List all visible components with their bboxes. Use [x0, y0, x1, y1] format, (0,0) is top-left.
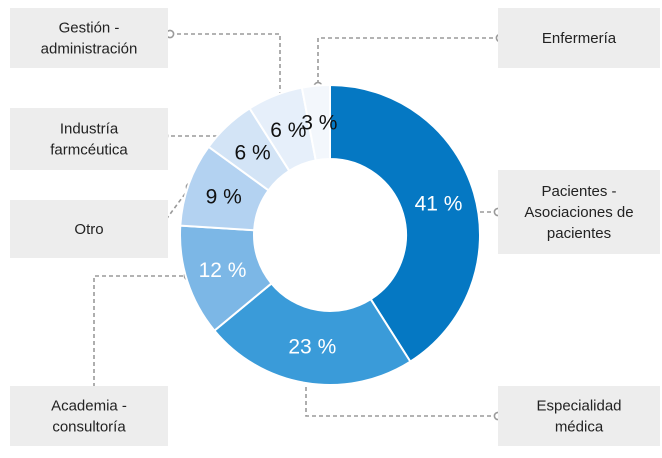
label-box-academia-consultoria: [10, 386, 168, 446]
category-label-gestion-administracion: Gestión -administración: [41, 20, 138, 58]
percent-labels: 41 %23 %12 %9 %6 %6 %3 %: [199, 112, 463, 359]
donut-slices: [179, 83, 481, 386]
category-label-especialidad-medica: Especialidad médica: [536, 398, 621, 436]
label-box-pacientes-asociaciones-de-pacientes: [498, 170, 660, 254]
category-label-academia-consultoria: Academia -consultoría: [51, 398, 127, 436]
percent-label-gestion-administracion: 6 %: [270, 119, 306, 142]
leader-line-gestion-administracion: [170, 33, 281, 100]
category-label-industria-farmceutica: Industría farmcéutica: [50, 121, 128, 159]
leader-line-enfermeria: [317, 37, 500, 86]
category-label-pacientes-asociaciones-de-pacientes: Pacientes -Asociaciones de pacientes: [524, 183, 633, 242]
slice-pacientes-asociaciones-de-pacientes: [329, 83, 481, 364]
slice-especialidad-medica: [213, 282, 412, 386]
leader-line-academia-consultoria: [93, 275, 188, 394]
label-box-industria-farmceutica: [10, 108, 168, 170]
category-label-enfermeria: Enfermería: [542, 30, 617, 47]
percent-label-pacientes-asociaciones-de-pacientes: 41 %: [415, 192, 463, 215]
percent-label-otro: 9 %: [206, 186, 242, 209]
label-box-enfermeria: [498, 8, 660, 68]
category-label-otro: Otro: [74, 221, 103, 238]
leader-line-especialidad-medica: [305, 372, 498, 417]
slice-enfermeria: [300, 83, 331, 162]
percent-label-especialidad-medica: 23 %: [288, 336, 336, 359]
label-box-especialidad-medica: [498, 386, 660, 446]
label-box-otro: [10, 200, 168, 258]
percent-label-academia-consultoria: 12 %: [199, 259, 247, 282]
category-labels: Pacientes -Asociaciones de pacientes Espec…: [10, 8, 660, 446]
percent-label-industria-farmceutica: 6 %: [235, 142, 271, 165]
label-box-gestion-administracion: [10, 8, 168, 68]
percent-label-enfermeria: 3 %: [301, 112, 337, 135]
